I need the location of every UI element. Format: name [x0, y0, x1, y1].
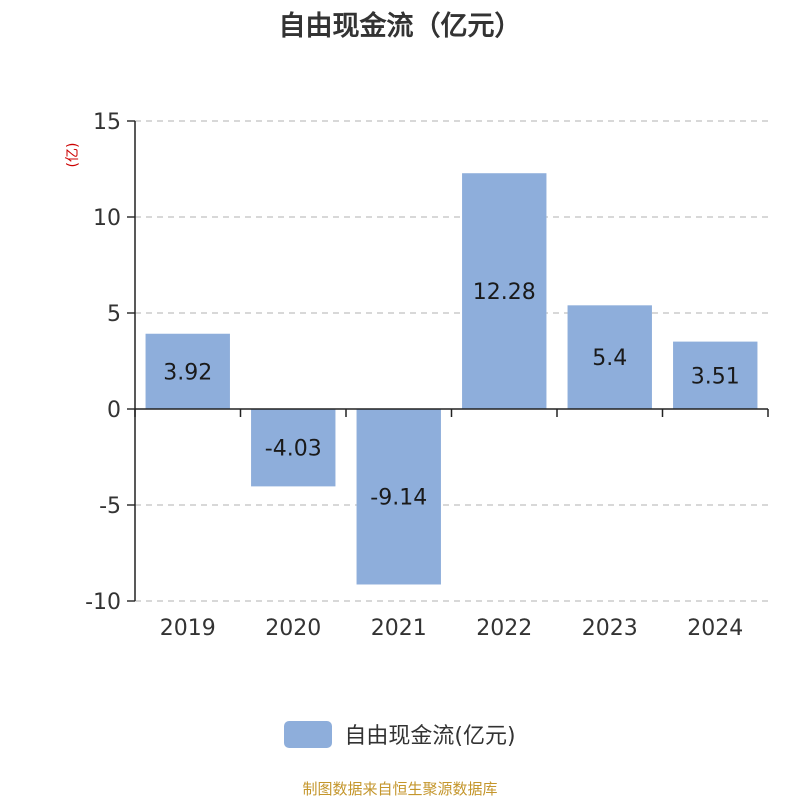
bars [145, 173, 758, 585]
x-tick-label: 2023 [582, 616, 638, 641]
legend[interactable]: 自由现金流(亿元) [0, 718, 800, 750]
y-tick-label: 15 [93, 110, 121, 135]
data-label: 5.4 [592, 346, 627, 371]
bar [251, 409, 336, 487]
axes [127, 120, 769, 602]
data-label: -9.14 [370, 486, 427, 511]
y-tick-label: -10 [85, 590, 121, 615]
bar [673, 341, 758, 409]
x-tick-label: 2019 [160, 616, 216, 641]
y-tick-label: 0 [107, 398, 121, 423]
chart-title: 自由现金流（亿元） [278, 11, 522, 42]
x-tick-label: 2022 [476, 616, 532, 641]
data-label: -4.03 [265, 437, 322, 462]
x-tick-label: 2024 [687, 616, 743, 641]
bar [356, 409, 441, 585]
y-tick-label: -5 [99, 494, 121, 519]
data-label: 3.51 [691, 364, 740, 389]
x-tick-label: 2020 [265, 616, 321, 641]
y-tick-label: 10 [93, 206, 121, 231]
data-label: 12.28 [473, 280, 536, 305]
y-tick-label: 5 [107, 302, 121, 327]
bar [462, 173, 547, 409]
x-tick-label: 2021 [371, 616, 427, 641]
bar [567, 305, 652, 409]
labels: 15 10 5 0 -5 -10 3.92 2019 -4.03 2020 -9.14 2021 12.… [85, 110, 743, 641]
bar [145, 333, 230, 409]
bar-chart: 15 10 5 0 -5 -10 3.92 2019 -4.03 2020 -9.14 2021 12.… [85, 110, 769, 641]
legend-swatch [284, 720, 333, 748]
source-note: 制图数据来自恒生聚源数据库 [302, 780, 498, 798]
legend-label: 自由现金流(亿元) [344, 724, 516, 749]
data-label: 3.92 [163, 360, 212, 385]
